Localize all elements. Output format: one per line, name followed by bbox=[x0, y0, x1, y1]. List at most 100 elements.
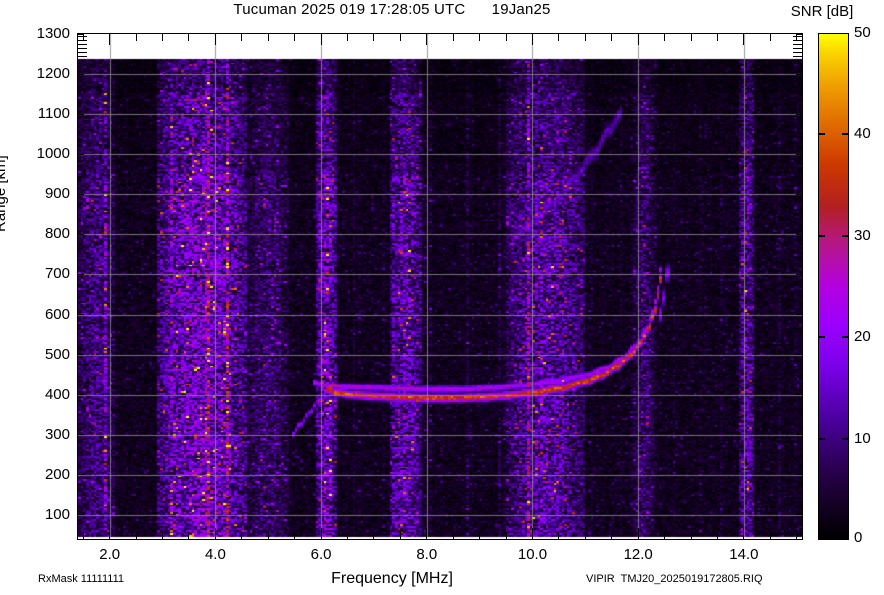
x-axis-tick bbox=[769, 532, 771, 539]
colorbar-gradient bbox=[818, 33, 849, 540]
colorbar-title: SNR [dB] bbox=[790, 3, 854, 20]
x-axis-tick bbox=[716, 532, 718, 539]
y-tick-label: 1300 bbox=[36, 25, 70, 42]
y-axis-tick bbox=[796, 514, 802, 516]
x-axis-tick bbox=[664, 34, 666, 41]
colorbar-tick-label: 30 bbox=[854, 226, 871, 244]
colorbar-tick bbox=[842, 234, 848, 237]
x-axis-tick bbox=[690, 34, 692, 41]
x-axis-tick bbox=[162, 34, 164, 41]
x-axis-tick bbox=[373, 532, 375, 539]
colorbar-tick bbox=[842, 133, 848, 136]
y-axis-tick bbox=[796, 193, 802, 195]
x-axis-tick bbox=[743, 34, 745, 45]
y-axis-tick bbox=[796, 354, 802, 356]
y-axis-tick bbox=[78, 514, 84, 516]
colorbar-tick bbox=[819, 133, 825, 136]
x-axis-tick bbox=[637, 34, 639, 45]
y-tick-label: 1000 bbox=[36, 145, 70, 163]
colorbar-tick bbox=[819, 336, 825, 339]
x-tick-label: 6.0 bbox=[310, 546, 332, 563]
y-axis-tick bbox=[78, 474, 84, 476]
y-tick-label: 500 bbox=[44, 345, 70, 363]
x-axis-tick bbox=[162, 532, 164, 539]
x-axis-tick bbox=[188, 34, 190, 41]
x-axis-tick bbox=[82, 34, 84, 41]
colorbar-tick-label: 40 bbox=[854, 125, 871, 143]
x-tick-label: 8.0 bbox=[416, 546, 438, 563]
y-tick-label: 1100 bbox=[37, 105, 70, 123]
x-axis-tick bbox=[505, 532, 507, 539]
x-axis-tick bbox=[135, 532, 137, 539]
x-tick-label: 2.0 bbox=[99, 546, 121, 563]
x-axis-tick bbox=[399, 532, 401, 539]
x-axis-tick bbox=[188, 532, 190, 539]
x-axis-tick bbox=[796, 34, 798, 41]
range-scale-mark bbox=[793, 52, 802, 53]
range-scale-mark bbox=[78, 56, 87, 57]
colorbar-tick-label: 50 bbox=[854, 24, 871, 41]
y-tick-label: 800 bbox=[44, 225, 70, 243]
range-scale-mark bbox=[78, 48, 87, 49]
y-axis-tick bbox=[78, 113, 84, 115]
colorbar-tick bbox=[819, 437, 825, 440]
x-axis-tick bbox=[611, 34, 613, 41]
colorbar-tick bbox=[842, 437, 848, 440]
colorbar[interactable]: 0 10 20 30 40 50 bbox=[818, 24, 871, 546]
x-axis-tick bbox=[690, 532, 692, 539]
source-file-label: VIPIR TMJ20_2025019172805.RIQ bbox=[586, 573, 763, 585]
y-axis-tick bbox=[796, 314, 802, 316]
y-axis-tick bbox=[796, 73, 802, 75]
colorbar-tick bbox=[819, 234, 825, 237]
x-tick-label: 12.0 bbox=[623, 546, 653, 563]
x-axis-tick bbox=[294, 34, 296, 41]
y-axis-tick bbox=[796, 233, 802, 235]
y-axis-tick bbox=[78, 233, 84, 235]
ionogram-plot[interactable] bbox=[77, 33, 803, 540]
x-axis-tick bbox=[347, 532, 349, 539]
page-title: Tucuman 2025 019 17:28:05 UTC 19Jan25 bbox=[233, 1, 551, 18]
x-axis-tick bbox=[320, 34, 322, 45]
y-axis-tick bbox=[796, 273, 802, 275]
range-scale-mark bbox=[793, 44, 802, 45]
x-axis-tick bbox=[241, 532, 243, 539]
y-axis-tick bbox=[78, 153, 84, 155]
y-axis-tick bbox=[78, 394, 84, 396]
x-axis-tick bbox=[796, 532, 798, 539]
colorbar-tick-label: 20 bbox=[854, 328, 871, 346]
x-tick-label: 4.0 bbox=[204, 546, 226, 563]
y-axis-tick bbox=[796, 153, 802, 155]
y-axis-tick bbox=[78, 73, 84, 75]
y-axis-tick bbox=[796, 474, 802, 476]
x-axis-label: Frequency [MHz] bbox=[331, 570, 453, 587]
y-tick-label: 300 bbox=[44, 425, 70, 443]
x-tick-label: 10.0 bbox=[517, 546, 548, 563]
y-tick-label: 200 bbox=[44, 465, 70, 483]
y-tick-label: 1200 bbox=[36, 65, 70, 83]
x-axis-tick bbox=[82, 532, 84, 539]
colorbar-tick-label: 0 bbox=[854, 529, 863, 546]
x-axis-tick bbox=[584, 34, 586, 41]
x-axis-tick bbox=[505, 34, 507, 41]
range-scale-mark bbox=[793, 36, 802, 37]
x-axis-tick bbox=[743, 528, 745, 539]
range-scale-mark bbox=[793, 48, 802, 49]
x-axis-tick bbox=[584, 532, 586, 539]
x-axis-tick bbox=[479, 532, 481, 539]
x-axis-tick bbox=[135, 34, 137, 41]
y-axis-tick bbox=[78, 33, 84, 35]
rxmask-label: RxMask 11111111 bbox=[38, 573, 125, 585]
x-axis-tick bbox=[320, 528, 322, 539]
y-axis-tick bbox=[78, 434, 84, 436]
x-axis-tick bbox=[267, 532, 269, 539]
y-axis-tick bbox=[796, 394, 802, 396]
range-scale-mark bbox=[78, 36, 87, 37]
y-axis-tick bbox=[796, 113, 802, 115]
x-axis-tick bbox=[426, 528, 428, 539]
ionogram-gridlines bbox=[78, 34, 802, 539]
y-axis-tick bbox=[78, 314, 84, 316]
x-axis-tick bbox=[479, 34, 481, 41]
y-tick-label: 700 bbox=[44, 265, 70, 283]
x-axis-tick bbox=[109, 528, 111, 539]
